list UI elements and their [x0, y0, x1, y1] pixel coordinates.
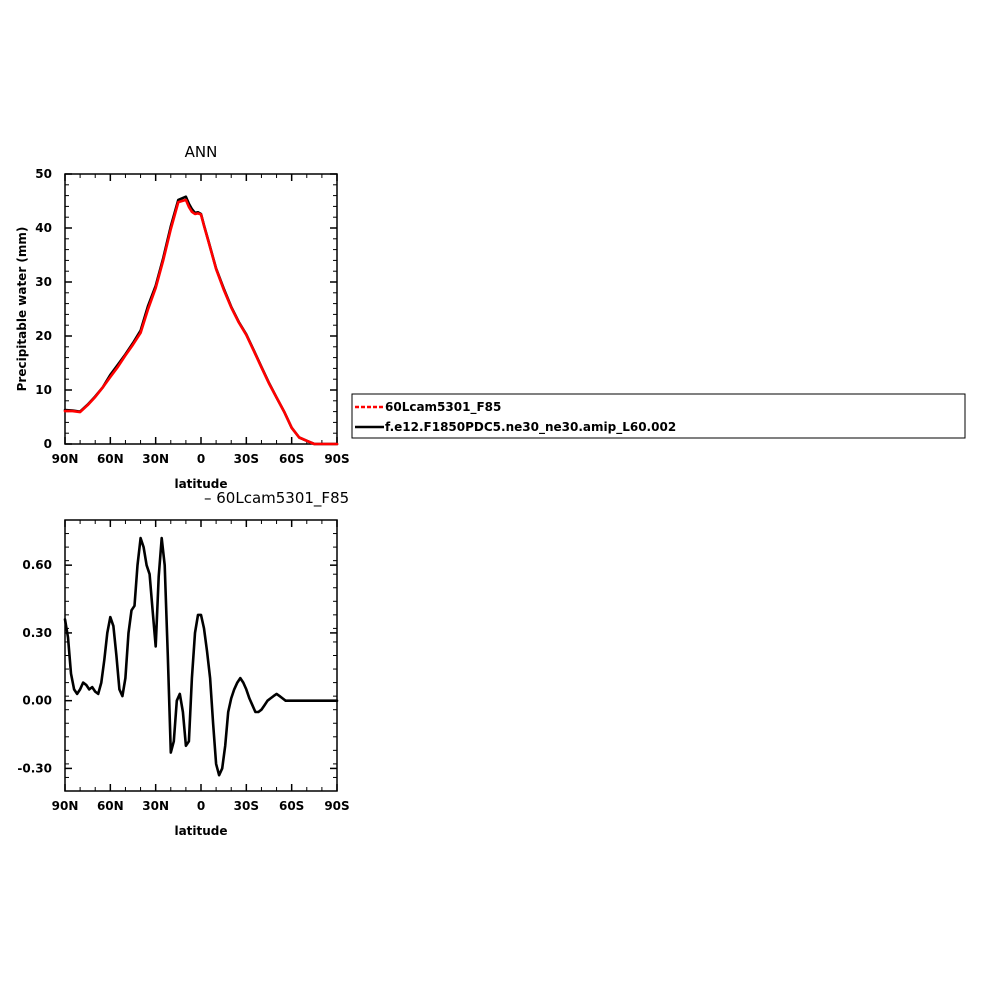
precipitable-water-chart: ANN Precipitable water (mm) latitude 90N… — [15, 143, 350, 491]
bottom-xtick-label: 90N — [52, 799, 79, 813]
top-series-line-0 — [63, 195, 339, 446]
top-chart-ylabel: Precipitable water (mm) — [15, 227, 29, 392]
top-ytick-label: 30 — [35, 275, 52, 289]
top-xtick-label: 30S — [234, 452, 259, 466]
top-ytick-label: 10 — [35, 383, 52, 397]
bottom-xtick-label: 60N — [97, 799, 124, 813]
bottom-xtick-label: 90S — [324, 799, 349, 813]
top-ytick-label: 40 — [35, 221, 52, 235]
bottom-xtick-label: 30S — [234, 799, 259, 813]
top-series-line-1 — [63, 198, 339, 446]
bottom-axis-ticks: 90N 60N 30N 0 30S 60S 90S -0.30 0.00 0.30 0.60 — [17, 519, 350, 813]
top-chart-title: ANN — [185, 143, 218, 161]
bottom-series-lines — [63, 536, 339, 777]
legend-label-black: f.e12.F1850PDC5.ne30_ne30.amip_L60.002 — [385, 420, 676, 435]
bottom-series-line-0 — [63, 536, 339, 777]
top-xtick-label: 90N — [52, 452, 79, 466]
bottom-chart-xlabel: latitude — [174, 824, 227, 838]
top-xtick-label: 60S — [279, 452, 304, 466]
top-ytick-label: 50 — [35, 167, 52, 181]
bottom-xtick-label: 60S — [279, 799, 304, 813]
bottom-chart-title: – 60Lcam5301_F85 — [204, 489, 349, 508]
top-xtick-label: 90S — [324, 452, 349, 466]
bottom-ytick-label: 0.30 — [22, 626, 52, 640]
bottom-xtick-label: 0 — [197, 799, 205, 813]
top-ytick-label: 0 — [44, 437, 52, 451]
legend-box — [351, 393, 966, 439]
top-chart-xlabel: latitude — [174, 477, 227, 491]
bottom-ytick-label: -0.30 — [17, 761, 52, 775]
top-xtick-label: 0 — [197, 452, 205, 466]
bottom-xtick-label: 30N — [142, 799, 169, 813]
legend: 60Lcam5301_F85 f.e12.F1850PDC5.ne30_ne30… — [351, 393, 966, 439]
top-series-lines — [63, 195, 339, 446]
top-ytick-label: 20 — [35, 329, 52, 343]
top-xtick-label: 60N — [97, 452, 124, 466]
legend-label-red: 60Lcam5301_F85 — [385, 400, 501, 415]
top-xtick-label: 30N — [142, 452, 169, 466]
bottom-ytick-label: 0.60 — [22, 558, 52, 572]
top-axis-ticks: 90N 60N 30N 0 30S 60S 90S 0 10 20 30 40 50 — [35, 167, 349, 466]
difference-chart: – 60Lcam5301_F85 latitude 90N 60N 30N 0 30S 6… — [17, 489, 349, 838]
bottom-ytick-label: 0.00 — [22, 694, 52, 708]
